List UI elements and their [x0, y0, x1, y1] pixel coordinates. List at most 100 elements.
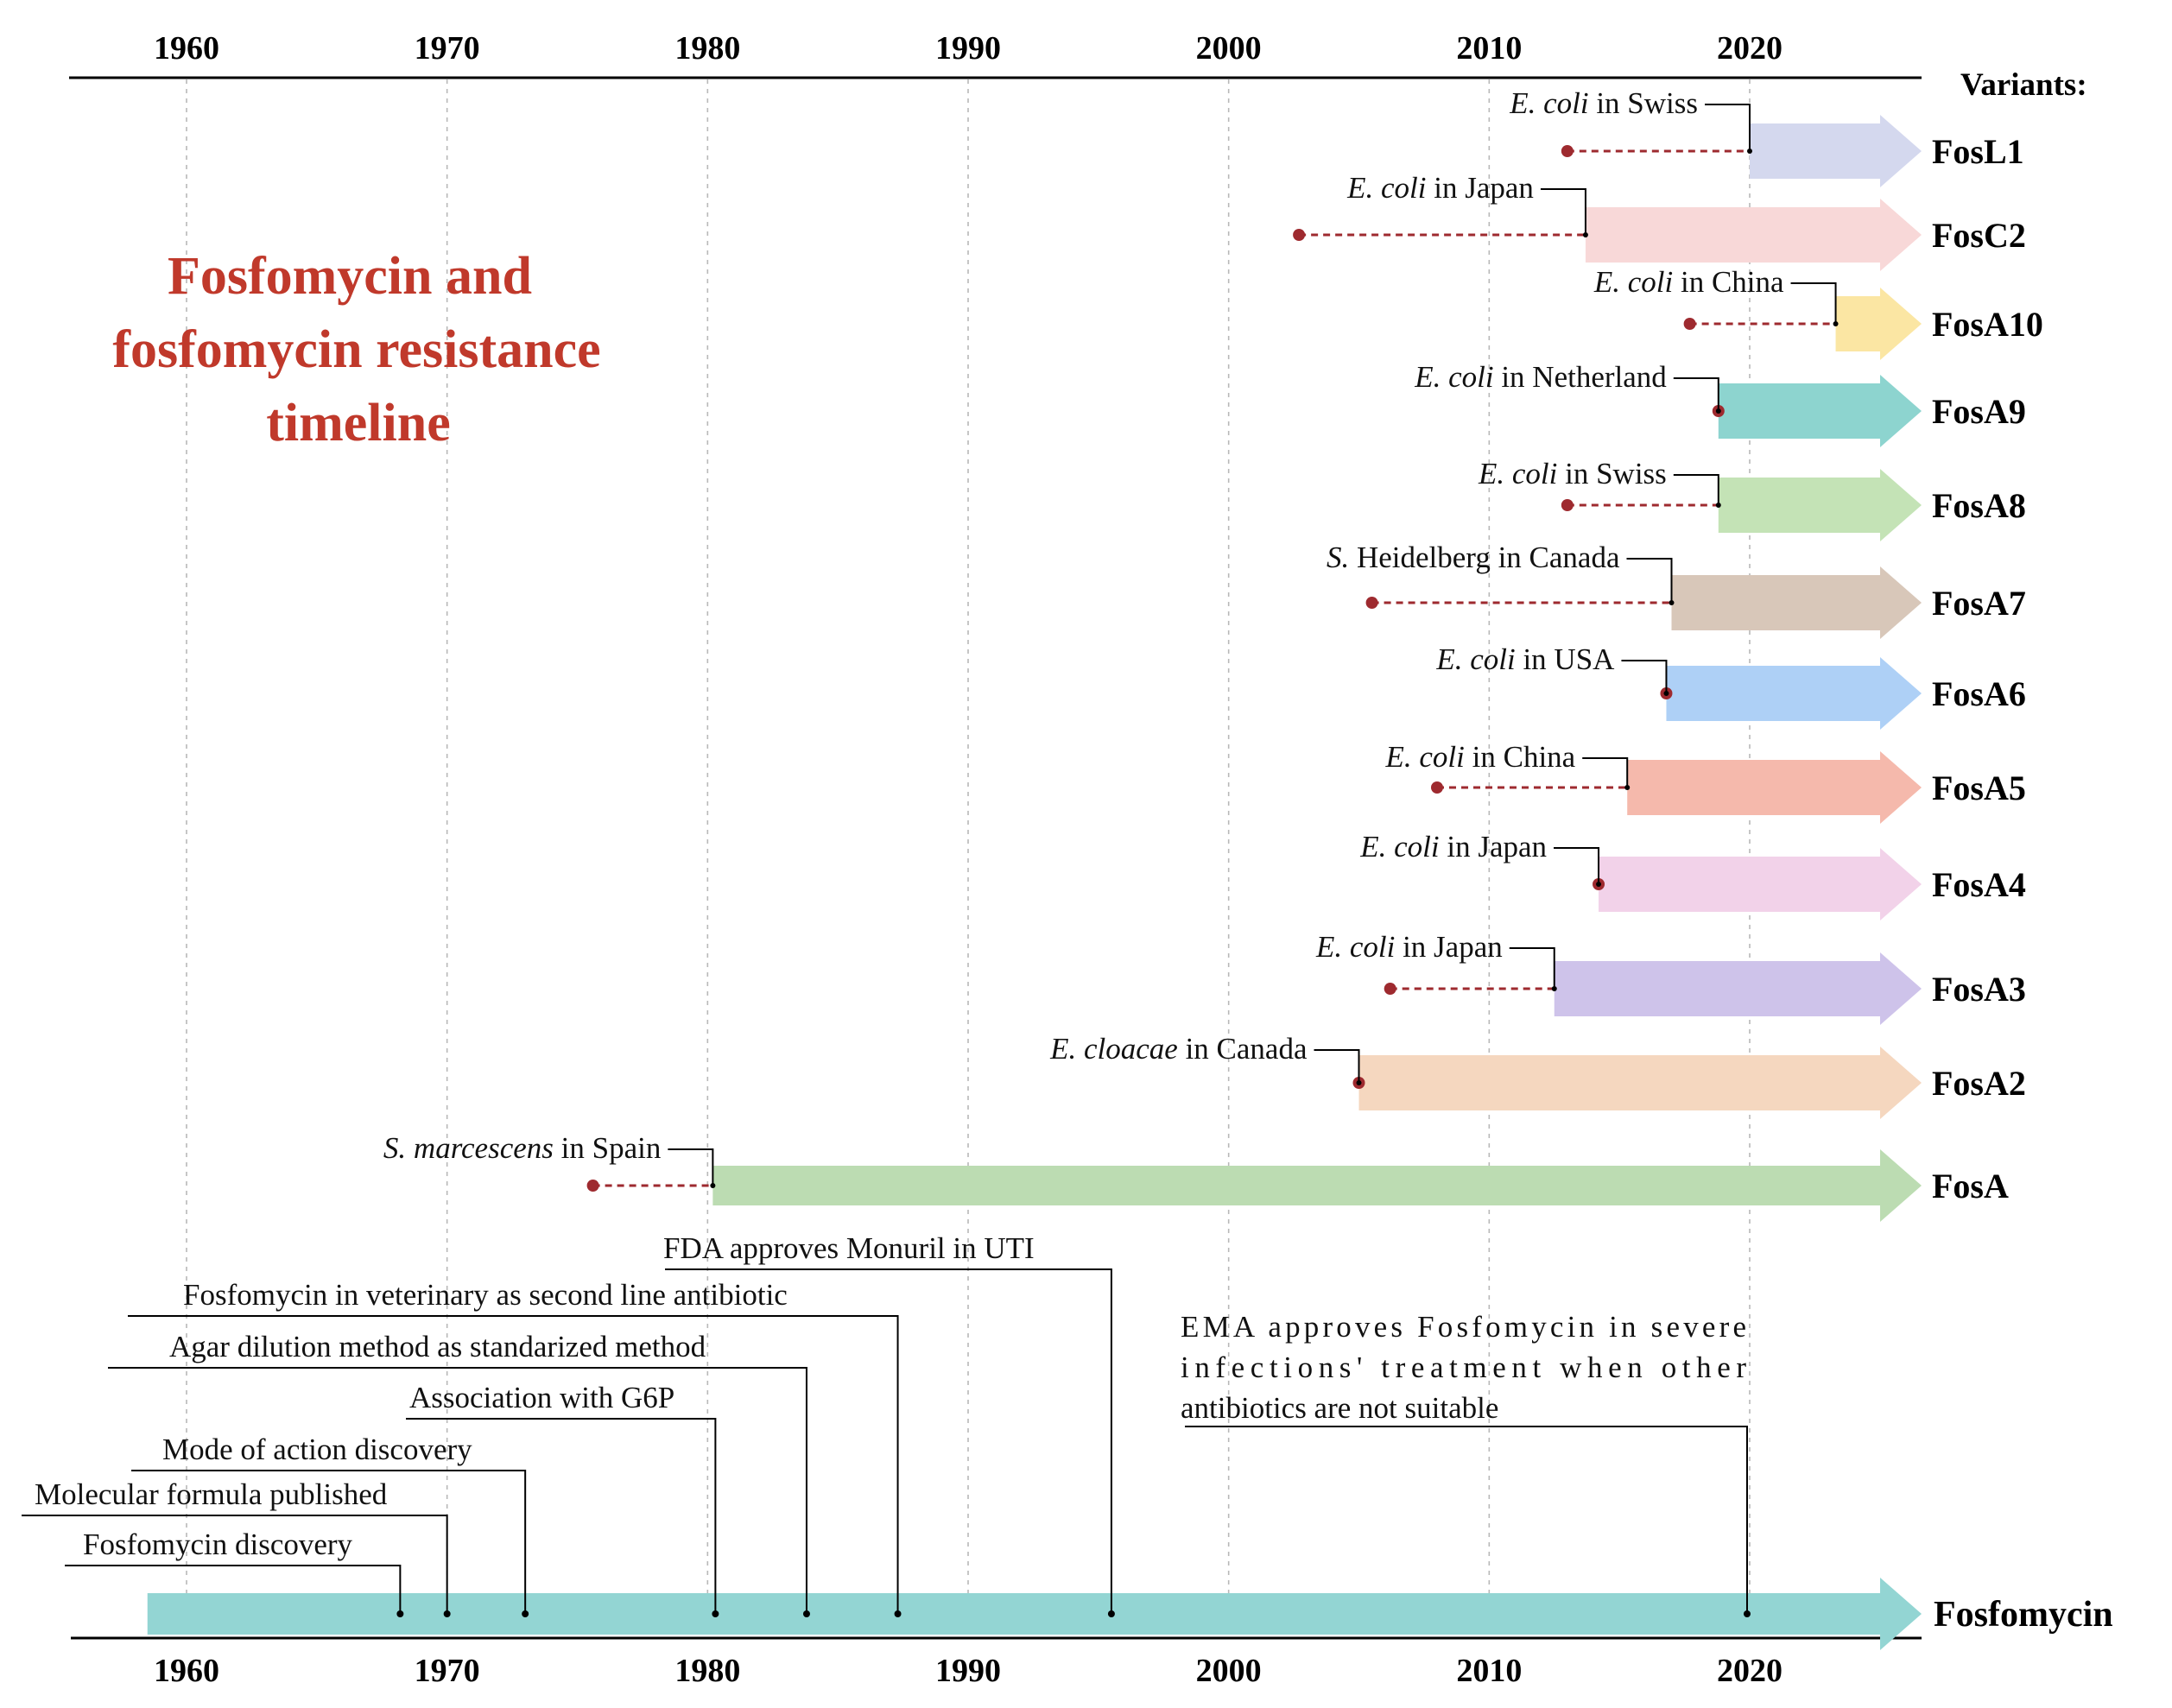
fosfomycin-label: Fosfomycin — [1934, 1595, 2113, 1635]
variant-arrow — [1627, 751, 1922, 824]
first-detection-dot — [1384, 983, 1396, 995]
milestone-dot — [1107, 1610, 1115, 1617]
strain-leader-line — [1621, 660, 1668, 693]
variant-row-fosa8: E. coli in Swiss FosA8 — [1478, 457, 2026, 541]
strain-species: E. coli — [1414, 360, 1493, 394]
leader-end-dot — [1551, 986, 1557, 991]
top-year-labels: 1960 1970 1980 1990 2000 2010 2020 — [154, 30, 1783, 66]
strain-leader-line — [668, 1148, 714, 1186]
strain-location: in Japan — [1427, 171, 1534, 205]
milestone-leader-line — [22, 1515, 448, 1614]
strain-species: E. coli — [1346, 171, 1426, 205]
variant-name: FosA9 — [1932, 392, 2026, 431]
strain-leader-line — [1626, 558, 1673, 603]
variant-arrow — [1358, 1047, 1922, 1119]
leader-end-dot — [1747, 149, 1752, 154]
variant-rows: E. coli in Swiss FosL1 E. coli in Japan Fos… — [383, 86, 2043, 1222]
first-detection-dot — [1293, 229, 1306, 241]
milestone-dot — [396, 1610, 404, 1617]
milestone-label: Agar dilution method as standarized meth… — [169, 1330, 706, 1363]
strain-leader-line — [1540, 188, 1586, 235]
ema-label-line: antibiotics are not suitable — [1181, 1391, 1498, 1425]
bottom-year-label: 2000 — [1196, 1653, 1262, 1689]
bottom-year-label: 1970 — [415, 1653, 480, 1689]
leader-end-dot — [1596, 882, 1602, 887]
strain-species: E. coli — [1315, 930, 1395, 964]
variant-arrow — [1554, 952, 1922, 1025]
title-line-1: Fosfomycin and — [168, 247, 532, 306]
milestone-leader-line — [1185, 1426, 1748, 1614]
strain-species: E. coli — [1385, 740, 1465, 774]
milestone-label: Fosfomycin discovery — [83, 1528, 353, 1561]
variant-arrow — [712, 1149, 1922, 1222]
variant-name: FosA4 — [1932, 865, 2026, 904]
variant-name: FosA5 — [1932, 769, 2026, 807]
strain-leader-line — [1673, 377, 1719, 411]
leader-end-dot — [1624, 785, 1631, 790]
strain-location: in China — [1465, 740, 1576, 774]
leader-end-dot — [710, 1183, 716, 1188]
fosfomycin-arrow — [147, 1578, 1922, 1650]
leader-end-dot — [1663, 691, 1669, 696]
milestone-event: Mode of action discovery — [131, 1433, 529, 1617]
diagram-title: Fosfomycin and fosfomycin resistance tim… — [112, 247, 600, 452]
milestone-dot — [894, 1610, 902, 1617]
strain-location: in Japan — [1440, 830, 1547, 863]
variant-name: FosA10 — [1932, 305, 2043, 344]
milestone-label: Molecular formula published — [35, 1477, 388, 1511]
ema-label-line: EMA approves Fosfomycin in severe — [1181, 1310, 1746, 1344]
variant-name: FosL1 — [1932, 132, 2024, 171]
milestone-dot — [1743, 1610, 1751, 1617]
strain-species: E. coli — [1478, 457, 1557, 490]
strain-label: E. coli in Swiss — [1509, 86, 1698, 120]
strain-leader-line — [1705, 104, 1751, 151]
variant-row-fosa5: E. coli in China FosA5 — [1385, 740, 2026, 824]
strain-location: in Canada — [1178, 1032, 1308, 1066]
strain-location: in USA — [1516, 642, 1615, 676]
bottom-year-label: 1980 — [674, 1653, 740, 1689]
milestone-leader-line — [128, 1315, 899, 1614]
leader-end-dot — [1356, 1080, 1362, 1085]
strain-leader-line — [1673, 474, 1719, 505]
top-year-label: 2000 — [1196, 30, 1262, 66]
strain-species: E. coli — [1359, 830, 1439, 863]
strain-leader-line — [1582, 757, 1629, 788]
variant-name: FosA7 — [1932, 584, 2026, 623]
leader-end-dot — [1715, 503, 1721, 508]
leader-end-dot — [1833, 321, 1839, 326]
strain-leader-line — [1554, 847, 1600, 884]
strain-species: E. coli — [1593, 265, 1673, 299]
milestone-label: Mode of action discovery — [162, 1433, 472, 1466]
top-year-label: 1990 — [935, 30, 1001, 66]
milestone-label: Association with G6P — [409, 1381, 674, 1414]
strain-location: in Japan — [1395, 930, 1502, 964]
milestone-event: Fosfomycin in veterinary as second line … — [128, 1278, 902, 1617]
variant-arrow — [1666, 657, 1922, 730]
strain-label: E. coli in Japan — [1315, 930, 1503, 964]
variants-header: Variants: — [1960, 67, 2087, 103]
strain-location: in Swiss — [1589, 86, 1698, 120]
variant-name: FosA8 — [1932, 486, 2026, 525]
strain-label: E. coli in China — [1385, 740, 1576, 774]
strain-leader-line — [1790, 282, 1837, 324]
milestone-leader-line — [65, 1565, 402, 1614]
top-year-label: 1970 — [415, 30, 480, 66]
milestone-event: EMA approves Fosfomycin in severe infecti… — [1181, 1310, 1751, 1617]
year-gridlines — [186, 79, 1751, 1636]
milestone-dot — [443, 1610, 451, 1617]
milestone-dot — [712, 1610, 719, 1617]
leader-end-dot — [1582, 232, 1588, 237]
bottom-year-label: 2010 — [1456, 1653, 1522, 1689]
variant-row-fosa7: S. Heidelberg in Canada FosA7 — [1327, 541, 2026, 639]
bottom-year-label: 2020 — [1717, 1653, 1783, 1689]
variant-arrow — [1835, 288, 1922, 360]
milestone-leader-line — [665, 1268, 1112, 1614]
strain-label: E. coli in Netherland — [1414, 360, 1667, 394]
variant-arrow — [1718, 375, 1922, 447]
strain-species: S. — [1327, 541, 1349, 574]
strain-location: in China — [1673, 265, 1784, 299]
milestone-leader-line — [131, 1470, 527, 1614]
variant-name: FosA3 — [1932, 970, 2026, 1009]
strain-label: S. marcescens in Spain — [383, 1131, 661, 1165]
top-year-label: 2020 — [1717, 30, 1783, 66]
